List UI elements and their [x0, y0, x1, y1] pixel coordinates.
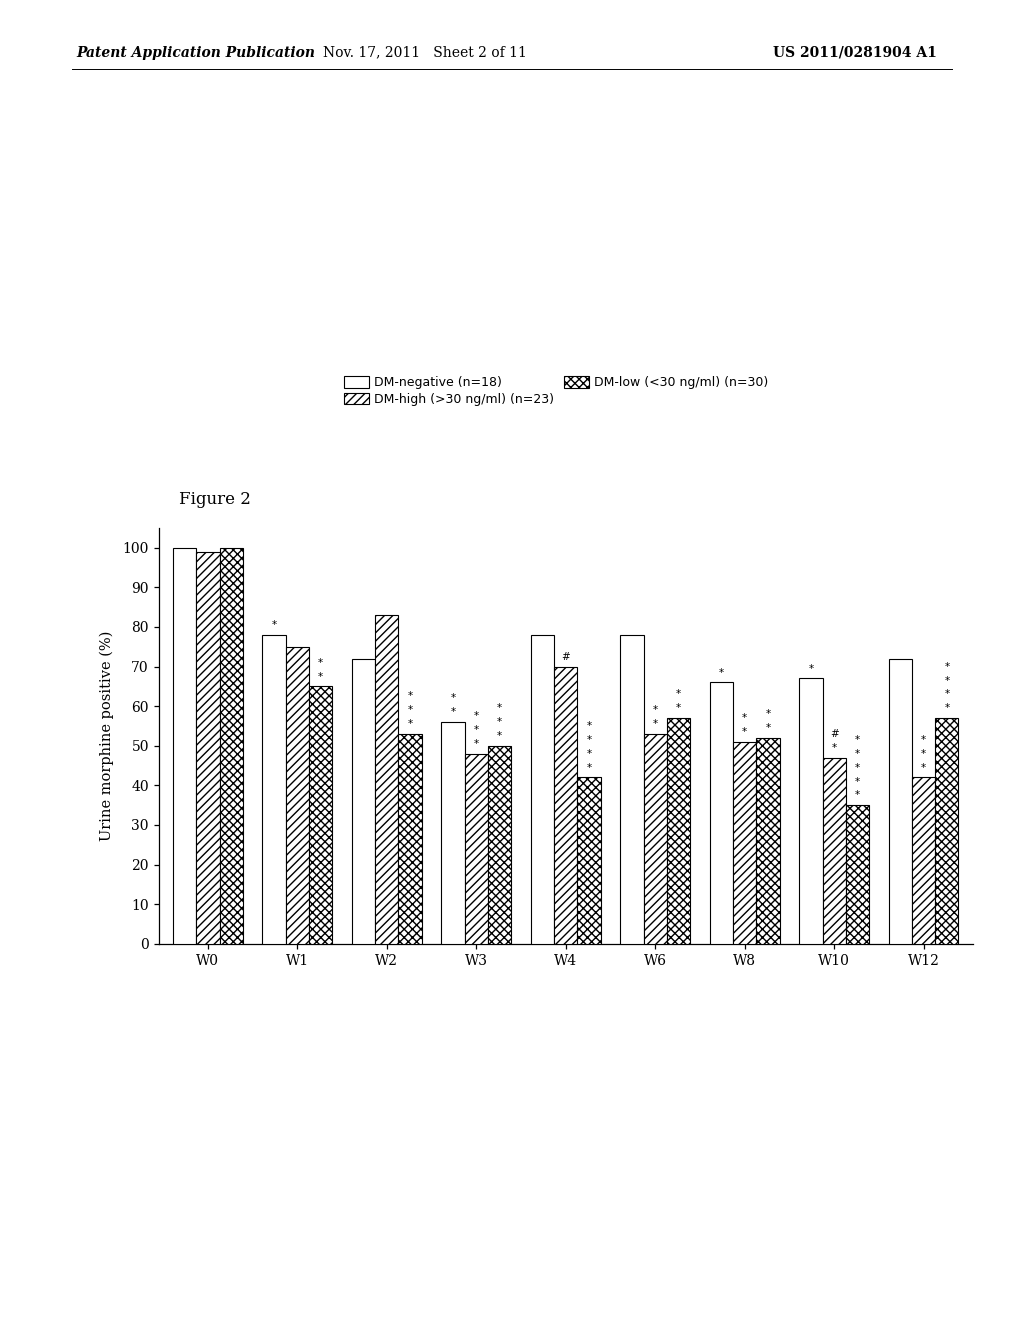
Text: *: *	[921, 735, 926, 744]
Legend: DM-negative (n=18), DM-high (>30 ng/ml) (n=23), DM-low (<30 ng/ml) (n=30): DM-negative (n=18), DM-high (>30 ng/ml) …	[344, 376, 768, 407]
Bar	[621, 635, 644, 944]
Text: *: *	[742, 713, 748, 723]
Bar	[530, 635, 554, 944]
Text: *: *	[318, 657, 324, 668]
Text: *: *	[765, 709, 770, 719]
Bar	[846, 805, 869, 944]
Text: *: *	[921, 748, 926, 759]
Bar	[262, 635, 286, 944]
Bar	[286, 647, 309, 944]
Text: Figure 2: Figure 2	[179, 491, 251, 508]
Text: *: *	[652, 705, 657, 715]
Text: *: *	[451, 708, 456, 717]
Bar	[375, 615, 398, 944]
Text: *: *	[765, 723, 770, 733]
Text: *: *	[855, 763, 860, 772]
Text: *: *	[408, 692, 413, 701]
Bar	[554, 667, 578, 944]
Y-axis label: Urine morphine positive (%): Urine morphine positive (%)	[100, 631, 115, 841]
Text: US 2011/0281904 A1: US 2011/0281904 A1	[773, 46, 937, 59]
Text: Patent Application Publication: Patent Application Publication	[77, 46, 315, 59]
Bar	[667, 718, 690, 944]
Text: Nov. 17, 2011   Sheet 2 of 11: Nov. 17, 2011 Sheet 2 of 11	[323, 46, 527, 59]
Bar	[578, 777, 601, 944]
Bar	[465, 754, 487, 944]
Text: *: *	[318, 672, 324, 681]
Text: *: *	[497, 704, 502, 713]
Bar	[733, 742, 757, 944]
Bar	[487, 746, 511, 944]
Text: *: *	[587, 735, 592, 744]
Text: *: *	[831, 743, 837, 752]
Text: *: *	[944, 689, 949, 700]
Bar	[912, 777, 935, 944]
Bar	[197, 552, 219, 944]
Text: *: *	[271, 620, 276, 630]
Bar	[219, 548, 243, 944]
Text: *: *	[676, 704, 681, 713]
Bar	[935, 718, 958, 944]
Text: *: *	[808, 664, 813, 673]
Text: *: *	[474, 725, 479, 735]
Text: *: *	[587, 721, 592, 731]
Bar	[710, 682, 733, 944]
Text: *: *	[855, 735, 860, 744]
Text: *: *	[855, 776, 860, 787]
Text: *: *	[587, 748, 592, 759]
Text: *: *	[855, 791, 860, 800]
Text: *: *	[676, 689, 681, 700]
Text: *: *	[474, 711, 479, 721]
Text: *: *	[451, 693, 456, 704]
Text: *: *	[587, 763, 592, 772]
Text: #: #	[561, 652, 570, 661]
Text: *: *	[855, 748, 860, 759]
Bar	[800, 678, 822, 944]
Bar	[822, 758, 846, 944]
Text: *: *	[719, 668, 724, 677]
Text: *: *	[921, 763, 926, 772]
Text: *: *	[944, 661, 949, 672]
Text: *: *	[944, 704, 949, 713]
Text: *: *	[497, 717, 502, 727]
Bar	[352, 659, 375, 944]
Bar	[889, 659, 912, 944]
Text: *: *	[652, 719, 657, 729]
Text: *: *	[408, 719, 413, 729]
Bar	[398, 734, 422, 944]
Bar	[309, 686, 332, 944]
Bar	[441, 722, 465, 944]
Text: *: *	[408, 705, 413, 715]
Bar	[644, 734, 667, 944]
Text: #: #	[829, 729, 839, 739]
Text: *: *	[944, 676, 949, 685]
Text: *: *	[474, 739, 479, 748]
Text: *: *	[742, 727, 748, 737]
Bar	[173, 548, 197, 944]
Bar	[757, 738, 779, 944]
Text: *: *	[497, 731, 502, 741]
